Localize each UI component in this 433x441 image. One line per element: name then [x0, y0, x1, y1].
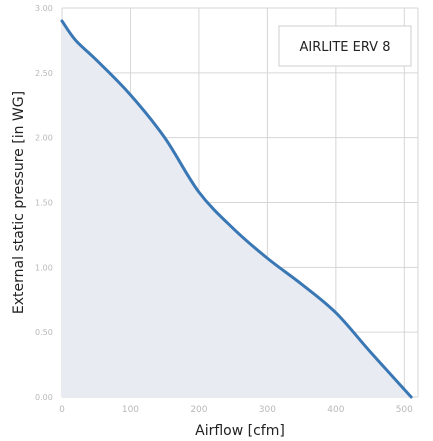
y-tick-label: 0.00: [35, 393, 53, 402]
legend-box: [278, 25, 412, 67]
y-tick-label: 2.00: [35, 134, 53, 143]
x-tick-label: 200: [190, 405, 207, 415]
x-axis-ticks: 0 100 200 300 400 500: [59, 405, 413, 415]
x-tick-label: 300: [259, 405, 276, 415]
legend-label: AIRLITE ERV 8: [300, 40, 391, 55]
x-axis-label: Airflow [cfm]: [195, 423, 285, 439]
x-tick-label: 500: [396, 405, 413, 415]
y-tick-label: 0.50: [35, 328, 53, 337]
y-tick-label: 3.00: [35, 4, 53, 13]
y-tick-label: 2.50: [35, 69, 53, 78]
y-tick-label: 1.00: [35, 263, 53, 272]
x-tick-label: 0: [59, 405, 65, 415]
y-axis-ticks: 0.00 0.50 1.00 1.50 2.00 2.50 3.00: [35, 4, 53, 402]
y-axis-label: External static pressure [in WG]: [11, 91, 27, 314]
legend: AIRLITE ERV 8: [278, 25, 412, 67]
x-tick-label: 100: [122, 405, 139, 415]
series-line: [60, 19, 413, 399]
y-tick-label: 1.50: [35, 199, 53, 208]
x-tick-label: 400: [327, 405, 344, 415]
